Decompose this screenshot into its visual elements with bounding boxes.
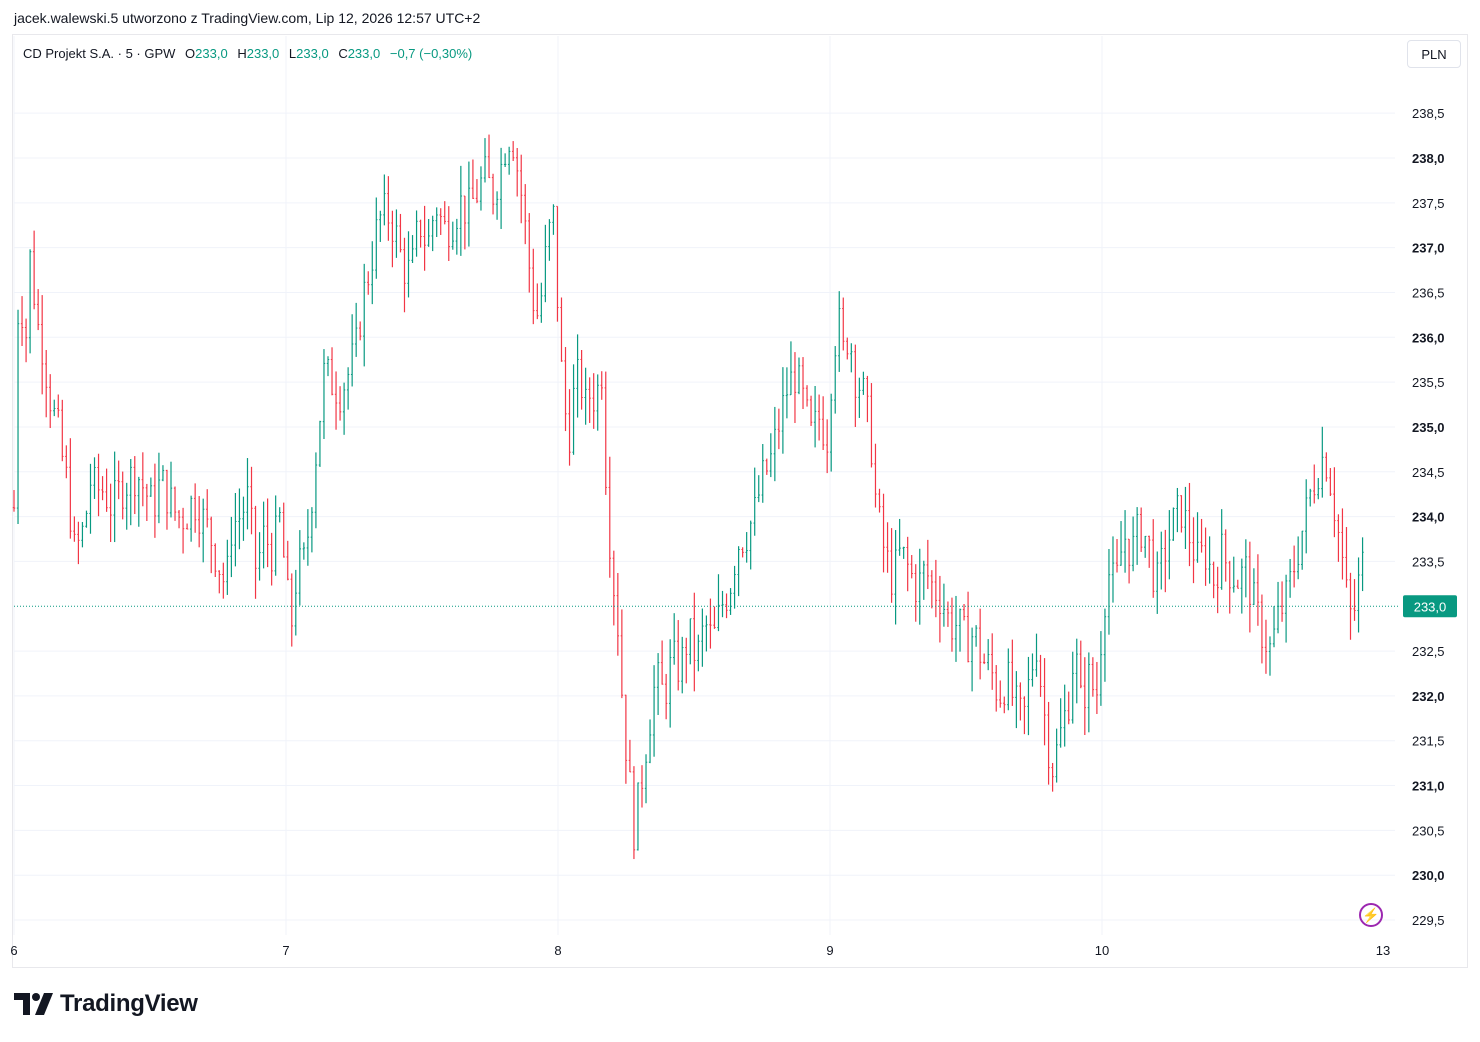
price-tick-label: 234,5: [1412, 465, 1445, 480]
symbol-name[interactable]: CD Projekt S.A. · 5 · GPW: [23, 46, 176, 61]
brand-name: TradingView: [60, 990, 198, 1017]
change-value: −0,7 (−0,30%): [389, 46, 473, 61]
chart-frame: [12, 34, 1468, 968]
currency-button[interactable]: PLN: [1407, 40, 1461, 68]
open-label: O: [185, 46, 196, 61]
close-label: C: [338, 46, 348, 61]
price-tick-label: 233,5: [1412, 554, 1445, 569]
price-tick-label: 234,0: [1412, 510, 1445, 525]
high-value: 233,0: [246, 46, 280, 61]
price-tick-label: 235,5: [1412, 375, 1445, 390]
price-tick-label: 237,5: [1412, 196, 1445, 211]
price-tick-label: 231,5: [1412, 734, 1445, 749]
price-tick-label: 232,0: [1412, 689, 1445, 704]
time-tick-label: 8: [554, 943, 561, 958]
time-tick-label: 7: [282, 943, 289, 958]
price-tick-label: 236,0: [1412, 330, 1445, 345]
time-tick-label: 6: [10, 943, 17, 958]
last-price-tag: 233,0: [1403, 595, 1457, 618]
close-value: 233,0: [347, 46, 381, 61]
price-tick-label: 237,0: [1412, 241, 1445, 256]
price-tick-label: 236,5: [1412, 285, 1445, 300]
tradingview-logo[interactable]: TradingView: [14, 990, 198, 1018]
price-tick-label: 229,5: [1412, 913, 1445, 928]
ohlc-bars: [12, 134, 1364, 860]
price-tick-label: 231,0: [1412, 779, 1445, 794]
last-price-badge-text: 233,0: [1414, 599, 1447, 614]
time-tick-label: 13: [1376, 943, 1390, 958]
symbol-legend: CD Projekt S.A. · 5 · GPW O233,0 H233,0 …: [23, 46, 472, 61]
price-tick-label: 238,5: [1412, 106, 1445, 121]
high-label: H: [237, 46, 247, 61]
low-label: L: [288, 46, 297, 61]
low-value: 233,0: [296, 46, 329, 61]
time-tick-label: 9: [826, 943, 833, 958]
lightning-icon[interactable]: ⚡: [1359, 903, 1383, 927]
last-price-badge: [1403, 595, 1457, 618]
price-tick-label: 230,5: [1412, 823, 1445, 838]
price-axis: 238,5 238,0 237,5 237,0 236,5 236,0 235,5 235,0…: [1412, 106, 1445, 928]
time-tick-label: 10: [1095, 943, 1109, 958]
price-tick-label: 235,0: [1412, 420, 1445, 435]
time-axis: 6 7 8 9 10 13: [10, 943, 1390, 958]
price-tick-label: 232,5: [1412, 644, 1445, 659]
chart-grid: [13, 36, 1395, 935]
tradingview-logo-icon: [14, 993, 53, 1015]
chart-caption: jacek.walewski.5 utworzono z TradingView…: [14, 10, 481, 26]
price-tick-label: 230,0: [1412, 868, 1445, 883]
open-value: 233,0: [195, 46, 228, 61]
price-tick-label: 238,0: [1412, 151, 1445, 166]
